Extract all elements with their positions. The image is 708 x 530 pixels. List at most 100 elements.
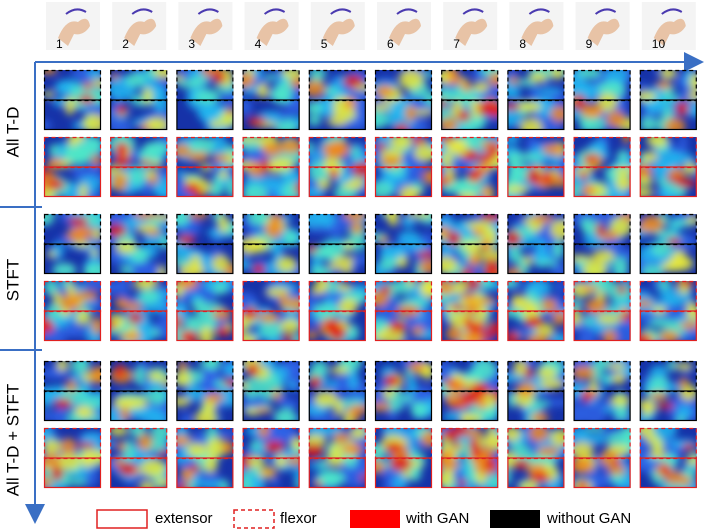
- motion-arrow: [263, 8, 286, 15]
- extensor-box: [441, 243, 499, 275]
- heat-blob: [177, 281, 199, 290]
- heat-blob: [44, 281, 58, 296]
- heat-blob: [262, 142, 282, 157]
- heat-blob: [199, 326, 214, 341]
- heat-blobs: [639, 214, 697, 274]
- heat-blob: [542, 170, 553, 185]
- gesture-icon: [509, 2, 564, 50]
- heat-blob: [402, 469, 412, 478]
- extensor-box: [176, 99, 234, 131]
- extensor-box: [374, 457, 433, 489]
- heat-blob: [579, 171, 588, 181]
- heat-blobs: [441, 281, 499, 341]
- heat-blob: [507, 281, 519, 288]
- heat-blob: [509, 246, 522, 264]
- heat-blobs: [242, 214, 300, 274]
- heat-blob: [176, 371, 192, 387]
- hand: [58, 18, 90, 46]
- heat-blob: [349, 177, 365, 190]
- heat-blob: [75, 310, 91, 325]
- heat-blob: [212, 71, 226, 85]
- heat-blob: [486, 102, 499, 118]
- heat-blob: [223, 379, 234, 387]
- heat-blob: [481, 332, 493, 341]
- gesture-number: 4: [255, 37, 262, 51]
- hand: [322, 18, 355, 46]
- heat-blob: [675, 415, 686, 421]
- heat-blobs: [176, 281, 234, 341]
- heat-blob: [511, 294, 523, 309]
- heat-blob: [413, 137, 422, 145]
- heat-blob: [254, 407, 272, 414]
- heat-blob: [666, 182, 678, 194]
- heat-blob: [639, 332, 652, 341]
- legend-swatch: [96, 509, 148, 529]
- heat-blob: [222, 362, 234, 377]
- heat-blob: [256, 83, 269, 99]
- heat-blob: [463, 316, 474, 330]
- heatmap: [507, 137, 565, 197]
- heat-blob: [457, 192, 479, 197]
- heat-blob: [612, 458, 621, 468]
- heat-blob: [423, 71, 432, 78]
- heat-blob: [416, 250, 432, 258]
- heat-blob: [639, 187, 654, 197]
- extensor-box: [110, 310, 168, 342]
- heat-blob: [271, 239, 284, 260]
- heat-blob: [583, 315, 593, 327]
- heat-blob: [375, 110, 389, 129]
- heat-blob: [649, 451, 667, 459]
- heat-blob: [348, 366, 359, 391]
- heat-blob: [308, 114, 322, 126]
- heat-blob: [577, 480, 588, 488]
- heat-blobs: [639, 281, 697, 341]
- heat-blob: [477, 152, 494, 164]
- hand: [389, 18, 421, 46]
- heat-blob: [77, 95, 96, 104]
- heat-blob: [552, 239, 565, 259]
- heat-blob: [537, 96, 555, 118]
- heat-blob: [275, 455, 286, 466]
- heat-blob: [324, 146, 346, 159]
- extensor-box: [639, 243, 697, 275]
- extensor-box: [43, 310, 102, 342]
- heat-blob: [64, 144, 91, 166]
- heat-blob: [658, 281, 671, 290]
- heatmap: [110, 428, 168, 488]
- row-label: STFT: [3, 259, 22, 302]
- heat-blob: [507, 102, 522, 111]
- heat-blob: [451, 303, 463, 311]
- gesture-number: 7: [453, 37, 460, 51]
- heat-blob: [177, 361, 188, 372]
- extensor-box: [43, 166, 102, 198]
- heat-blob: [507, 137, 520, 144]
- heat-blob: [660, 70, 677, 79]
- heat-blob: [46, 158, 64, 170]
- heat-blob: [468, 254, 482, 267]
- heat-blob: [573, 365, 596, 380]
- heat-blob: [528, 472, 551, 483]
- heat-blob: [341, 464, 366, 488]
- heat-blob: [245, 428, 263, 437]
- heat-blob: [359, 474, 366, 482]
- legend-swatch: [233, 509, 275, 529]
- heat-blob: [686, 305, 697, 321]
- heat-blob: [176, 435, 190, 446]
- heat-blob: [130, 248, 149, 263]
- motion-arrow: [396, 8, 418, 15]
- heat-blob: [479, 249, 499, 262]
- heat-blob: [259, 321, 284, 338]
- heat-blob: [158, 449, 168, 457]
- heat-blob: [408, 361, 425, 373]
- heat-blobs: [441, 214, 499, 274]
- heat-blob: [343, 408, 354, 421]
- heat-blob: [317, 179, 331, 190]
- heat-blob: [620, 310, 631, 321]
- heat-blob: [91, 155, 101, 166]
- heat-blob: [524, 368, 534, 380]
- heat-blob: [59, 294, 81, 311]
- heatmap: [176, 137, 234, 197]
- heat-blob: [555, 281, 564, 295]
- heat-blob: [294, 181, 300, 194]
